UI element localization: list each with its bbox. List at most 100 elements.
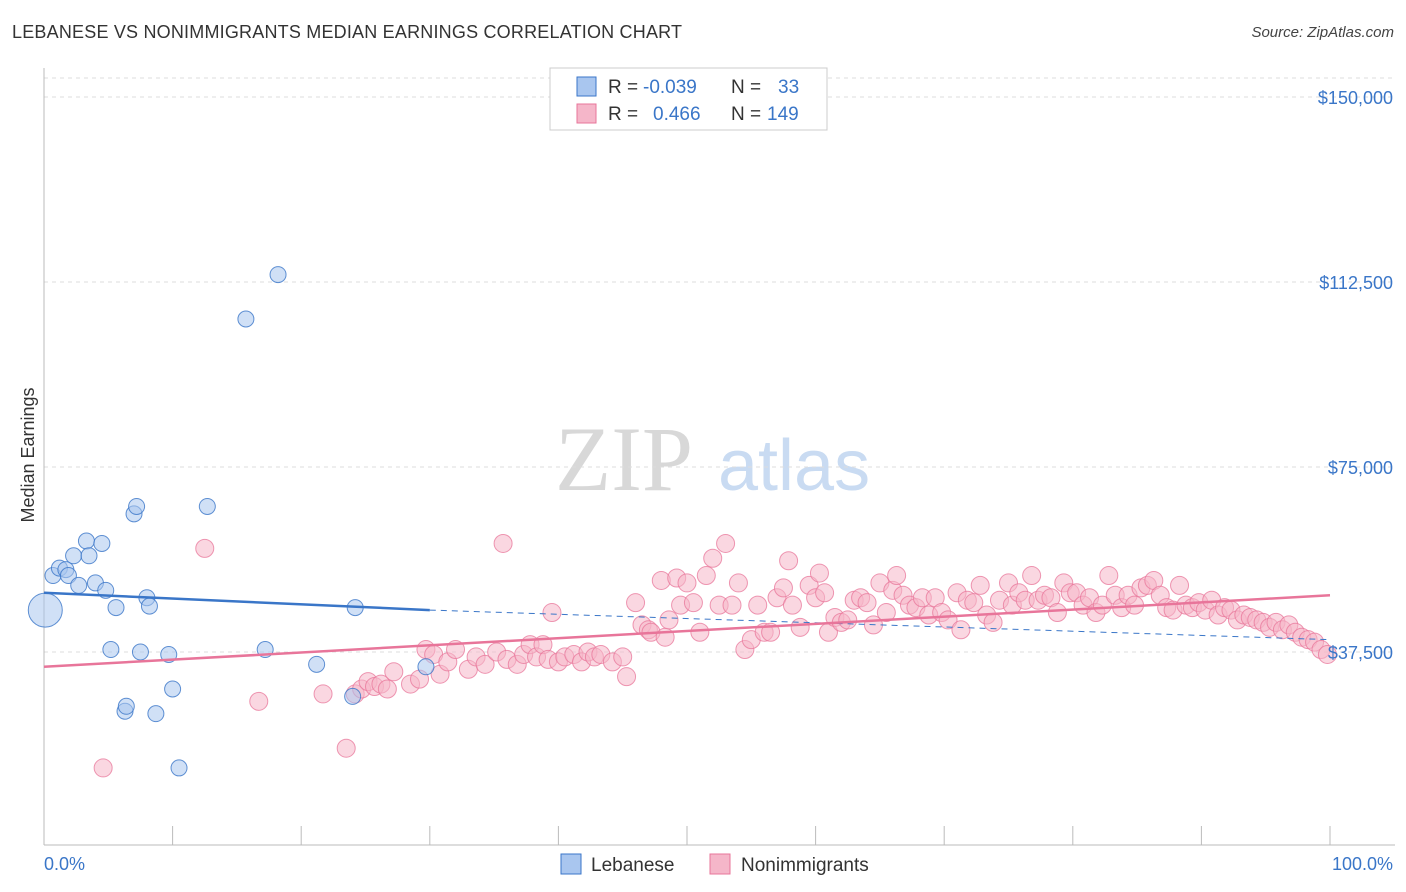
- lebanese-point: [65, 547, 83, 565]
- nonimmigrants-point: [779, 551, 799, 571]
- nonimmigrants-trend-line: [43, 594, 1331, 669]
- lebanese-point: [70, 576, 88, 594]
- lebanese-r-label: R =: [608, 77, 638, 98]
- nonimmigrants-point: [475, 654, 495, 674]
- nonimmigrants-point: [613, 647, 633, 667]
- watermark-zip: ZIP: [555, 408, 693, 510]
- nonimmigrants-point: [1317, 644, 1337, 664]
- nonimmigrants-point: [876, 603, 896, 623]
- y-tick-labels: $150,000 $112,500 $75,000 $37,500: [1318, 88, 1393, 663]
- nonimmigrants-point: [773, 578, 793, 598]
- nonimmigrants-point: [838, 610, 858, 630]
- legend-lebanese-swatch: [560, 853, 582, 875]
- grid: [44, 77, 1395, 653]
- lebanese-point: [170, 759, 188, 777]
- nonimmigrants-point: [336, 738, 356, 758]
- stats-legend: R = -0.039 N = 33 R = 0.466 N = 149: [549, 67, 828, 131]
- nonimmigrants-point: [384, 662, 404, 682]
- nonimmigrants-n-value: 149: [767, 104, 799, 125]
- lebanese-point: [77, 532, 95, 550]
- nonimmigrants-point: [748, 595, 768, 615]
- nonimmigrants-point: [683, 593, 703, 613]
- nonimmigrants-point: [728, 573, 748, 593]
- nonimmigrants-point: [951, 620, 971, 640]
- nonimmigrants-point: [313, 684, 333, 704]
- nonimmigrants-point: [677, 573, 697, 593]
- legend-lebanese-label: Lebanese: [591, 855, 674, 876]
- nonimmigrants-point: [887, 566, 907, 586]
- x-tick-min: 0.0%: [44, 854, 85, 874]
- legend-nonimmigrants-label: Nonimmigrants: [741, 855, 869, 876]
- y-tick-label-1: $112,500: [1319, 273, 1393, 293]
- nonimmigrants-point: [722, 595, 742, 615]
- nonimmigrants-point: [716, 533, 736, 553]
- lebanese-point: [140, 597, 158, 615]
- lebanese-n-value: 33: [778, 77, 799, 98]
- lebanese-points: [27, 266, 435, 777]
- lebanese-n-label: N =: [731, 77, 761, 98]
- lebanese-point: [27, 592, 63, 628]
- lebanese-point: [80, 547, 98, 565]
- nonimmigrants-swatch: [576, 103, 597, 124]
- y-tick-label-2: $75,000: [1328, 458, 1393, 478]
- nonimmigrants-n-label: N =: [731, 104, 761, 125]
- lebanese-point: [308, 655, 326, 673]
- lebanese-point: [237, 310, 255, 328]
- lebanese-r-value: -0.039: [643, 77, 697, 98]
- nonimmigrants-point: [626, 593, 646, 613]
- lebanese-point: [269, 266, 287, 284]
- lebanese-trend-line: [43, 591, 430, 612]
- nonimmigrants-point: [617, 667, 637, 687]
- nonimmigrants-point: [377, 679, 397, 699]
- lebanese-point: [59, 567, 77, 585]
- nonimmigrants-r-value: 0.466: [653, 104, 701, 125]
- nonimmigrants-point: [249, 691, 269, 711]
- nonimmigrants-point: [782, 595, 802, 615]
- series-legend: Lebanese Nonimmigrants: [560, 853, 869, 876]
- nonimmigrants-point: [1170, 575, 1190, 595]
- y-axis-label: Median Earnings: [18, 387, 38, 522]
- lebanese-point: [417, 658, 435, 676]
- lebanese-point: [93, 534, 111, 552]
- lebanese-trend-extension: [429, 609, 1331, 641]
- nonimmigrants-point: [1047, 603, 1067, 623]
- trend-lines: [43, 591, 1331, 669]
- lebanese-point: [147, 705, 165, 723]
- nonimmigrants-point: [964, 593, 984, 613]
- lebanese-point: [117, 697, 135, 715]
- nonimmigrants-point: [696, 566, 716, 586]
- nonimmigrants-point: [659, 610, 679, 630]
- nonimmigrants-points: [93, 533, 1337, 778]
- nonimmigrants-point: [815, 583, 835, 603]
- lebanese-point: [344, 687, 362, 705]
- y-tick-label-3: $37,500: [1328, 643, 1393, 663]
- watermark: ZIP atlas: [555, 408, 870, 510]
- lebanese-point: [107, 599, 125, 617]
- nonimmigrants-r-label: R =: [608, 104, 638, 125]
- nonimmigrants-point: [195, 538, 215, 558]
- lebanese-point: [198, 497, 216, 515]
- nonimmigrants-point: [493, 533, 513, 553]
- lebanese-point: [102, 641, 120, 659]
- lebanese-point: [128, 497, 146, 515]
- nonimmigrants-point: [1099, 566, 1119, 586]
- lebanese-swatch: [576, 76, 597, 97]
- lebanese-point: [164, 680, 182, 698]
- chart-title: LEBANESE VS NONIMMIGRANTS MEDIAN EARNING…: [12, 22, 683, 42]
- y-tick-label-0: $150,000: [1318, 88, 1393, 108]
- nonimmigrants-point: [790, 617, 810, 637]
- axes: [43, 68, 1395, 846]
- legend-nonimmigrants-swatch: [709, 853, 731, 875]
- chart-source: Source: ZipAtlas.com: [1251, 24, 1394, 41]
- x-tick-max: 100.0%: [1332, 854, 1393, 874]
- nonimmigrants-point: [809, 563, 829, 583]
- nonimmigrants-point: [690, 622, 710, 642]
- nonimmigrants-point: [970, 575, 990, 595]
- nonimmigrants-point: [857, 593, 877, 613]
- nonimmigrants-point: [703, 548, 723, 568]
- nonimmigrants-point: [93, 758, 113, 778]
- watermark-atlas: atlas: [718, 426, 870, 506]
- nonimmigrants-point: [1022, 566, 1042, 586]
- nonimmigrants-point: [542, 603, 562, 623]
